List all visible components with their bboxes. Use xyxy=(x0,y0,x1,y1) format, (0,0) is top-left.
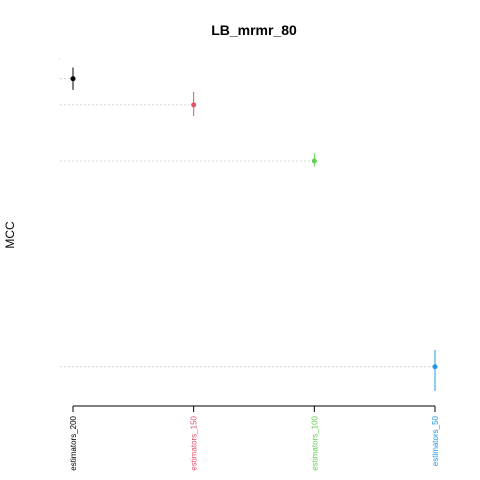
x-tick-label: estimators_200 xyxy=(69,415,78,470)
x-tick-label: estimators_150 xyxy=(190,415,199,470)
chart-title: LB_mrmr_80 xyxy=(211,22,297,38)
x-tick-label: estimators_50 xyxy=(431,415,440,466)
chart-marks: estimators_200 estimators_150 estimators_1… xyxy=(60,67,440,471)
x-tick-label: estimators_100 xyxy=(310,415,319,470)
data-point xyxy=(432,364,438,370)
y-axis-label: MCC xyxy=(3,221,17,249)
data-point xyxy=(311,158,317,164)
data-point xyxy=(70,76,76,82)
data-point xyxy=(191,102,197,108)
